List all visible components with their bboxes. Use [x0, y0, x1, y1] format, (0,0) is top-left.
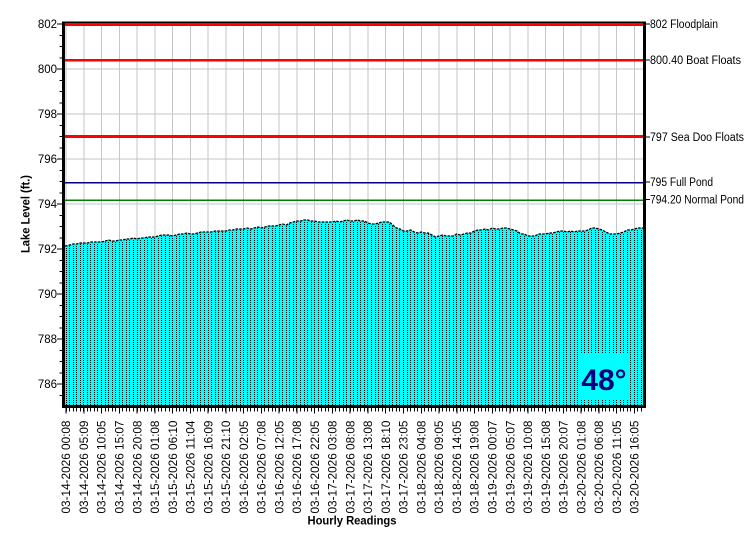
svg-text:03-19-2026 10:08: 03-19-2026 10:08 — [523, 421, 535, 514]
svg-text:03-15-2026 11:04: 03-15-2026 11:04 — [186, 420, 198, 514]
svg-text:03-19-2026 15:08: 03-19-2026 15:08 — [541, 421, 553, 514]
svg-text:03-16-2026 12:05: 03-16-2026 12:05 — [274, 421, 286, 514]
svg-text:03-20-2026 06:08: 03-20-2026 06:08 — [594, 421, 606, 514]
svg-text:797 Sea Doo Floats: 797 Sea Doo Floats — [650, 132, 744, 144]
svg-text:03-18-2026 19:08: 03-18-2026 19:08 — [470, 421, 482, 514]
svg-text:03-14-2026 00:08: 03-14-2026 00:08 — [61, 421, 73, 514]
svg-text:03-14-2026 20:08: 03-14-2026 20:08 — [132, 421, 144, 514]
svg-text:03-16-2026 17:08: 03-16-2026 17:08 — [292, 421, 304, 514]
svg-text:03-18-2026 04:08: 03-18-2026 04:08 — [416, 421, 428, 514]
svg-text:03-15-2026 06:10: 03-15-2026 06:10 — [168, 421, 180, 514]
svg-text:798: 798 — [38, 109, 57, 121]
svg-text:03-17-2026 18:10: 03-17-2026 18:10 — [381, 421, 393, 514]
svg-text:794.20 Normal Pond: 794.20 Normal Pond — [650, 195, 744, 207]
svg-text:03-18-2026 09:05: 03-18-2026 09:05 — [434, 421, 446, 514]
svg-text:03-16-2026 22:05: 03-16-2026 22:05 — [310, 421, 322, 514]
svg-text:03-17-2026 23:05: 03-17-2026 23:05 — [399, 421, 411, 514]
svg-text:03-15-2026 01:08: 03-15-2026 01:08 — [150, 421, 162, 514]
svg-text:03-16-2026 02:05: 03-16-2026 02:05 — [239, 421, 251, 514]
svg-text:800: 800 — [38, 64, 57, 76]
svg-text:03-18-2026 14:05: 03-18-2026 14:05 — [452, 421, 464, 514]
svg-text:788: 788 — [38, 334, 57, 346]
svg-text:03-20-2026 01:08: 03-20-2026 01:08 — [576, 421, 588, 514]
svg-text:48°: 48° — [581, 364, 626, 397]
svg-text:03-20-2026 16:05: 03-20-2026 16:05 — [630, 421, 642, 514]
svg-text:03-15-2026 16:09: 03-15-2026 16:09 — [203, 421, 215, 514]
svg-text:792: 792 — [38, 244, 57, 256]
svg-text:795 Full Pond: 795 Full Pond — [650, 177, 713, 189]
svg-text:786: 786 — [38, 379, 57, 391]
svg-text:03-19-2026 05:07: 03-19-2026 05:07 — [505, 421, 517, 514]
svg-text:03-15-2026 21:10: 03-15-2026 21:10 — [221, 421, 233, 514]
svg-text:796: 796 — [38, 154, 57, 166]
svg-text:800.40 Boat Floats: 800.40 Boat Floats — [650, 55, 741, 67]
svg-text:03-20-2026 11:05: 03-20-2026 11:05 — [612, 421, 624, 514]
svg-text:Hourly Readings: Hourly Readings — [308, 514, 397, 528]
svg-text:03-14-2026 15:07: 03-14-2026 15:07 — [114, 421, 126, 514]
svg-text:03-14-2026 10:05: 03-14-2026 10:05 — [97, 421, 109, 514]
svg-text:Lake Level (ft.): Lake Level (ft.) — [19, 175, 33, 253]
svg-text:790: 790 — [38, 289, 57, 301]
svg-text:03-17-2026 08:08: 03-17-2026 08:08 — [345, 421, 357, 514]
svg-text:03-17-2026 13:08: 03-17-2026 13:08 — [363, 421, 375, 514]
svg-text:794: 794 — [38, 199, 58, 211]
svg-text:03-14-2026 05:09: 03-14-2026 05:09 — [79, 421, 91, 514]
svg-text:802 Floodplain: 802 Floodplain — [650, 19, 718, 31]
svg-text:03-17-2026 03:08: 03-17-2026 03:08 — [328, 421, 340, 514]
svg-text:03-16-2026 07:08: 03-16-2026 07:08 — [257, 421, 269, 514]
svg-text:802: 802 — [38, 19, 57, 31]
svg-text:03-19-2026 00:07: 03-19-2026 00:07 — [488, 421, 500, 514]
svg-text:03-19-2026 20:07: 03-19-2026 20:07 — [559, 421, 571, 514]
